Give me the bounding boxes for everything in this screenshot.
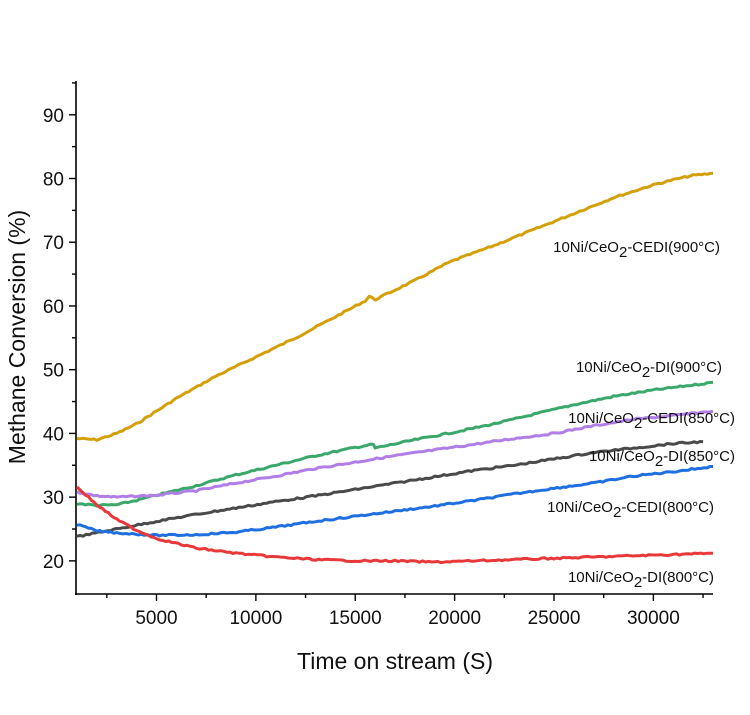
x-tick-label: 5000 bbox=[135, 608, 177, 629]
series-line-1 bbox=[76, 380, 714, 508]
series-labels: 10Ni/CeO2-CEDI(900°C) 10Ni/CeO2-DI(900°C)… bbox=[547, 239, 735, 591]
y-tick-label: 20 bbox=[43, 552, 64, 573]
series-line-3 bbox=[76, 440, 704, 538]
x-tick-label: 25000 bbox=[528, 608, 581, 629]
series-line-0 bbox=[76, 171, 713, 442]
series-label-3: 10Ni/CeO2-DI(850°C) bbox=[589, 448, 735, 470]
y-tick-label: 50 bbox=[43, 361, 64, 382]
axes: 5000 10000 15000 20000 25000 30000 20 30 40 50 60 7… bbox=[43, 81, 713, 629]
y-tick-label: 70 bbox=[43, 233, 64, 254]
x-axis-title: Time on stream (S) bbox=[297, 648, 493, 674]
y-tick-label: 60 bbox=[43, 297, 64, 318]
series-label-2: 10Ni/CeO2-CEDI(850°C) bbox=[568, 410, 735, 432]
series-label-0: 10Ni/CeO2-CEDI(900°C) bbox=[553, 239, 720, 261]
y-tick-label: 30 bbox=[43, 488, 64, 509]
series-label-5: 10Ni/CeO2-DI(800°C) bbox=[568, 569, 714, 591]
series-lines bbox=[75, 171, 714, 565]
y-tick-label: 90 bbox=[43, 106, 64, 127]
y-tick-label: 40 bbox=[43, 424, 64, 445]
series-line-2 bbox=[76, 409, 714, 499]
x-tick-label: 10000 bbox=[229, 608, 282, 629]
x-tick-label: 15000 bbox=[329, 608, 382, 629]
series-label-4: 10Ni/CeO2-CEDI(800°C) bbox=[547, 499, 714, 521]
x-tick-label: 30000 bbox=[627, 608, 680, 629]
y-tick-label: 80 bbox=[43, 170, 64, 191]
y-axis-title: Methane Conversion (%) bbox=[4, 210, 30, 464]
series-line-5 bbox=[75, 485, 714, 565]
series-label-1: 10Ni/CeO2-DI(900°C) bbox=[576, 359, 722, 381]
x-tick-label: 20000 bbox=[428, 608, 481, 629]
series-line-4 bbox=[76, 465, 713, 538]
